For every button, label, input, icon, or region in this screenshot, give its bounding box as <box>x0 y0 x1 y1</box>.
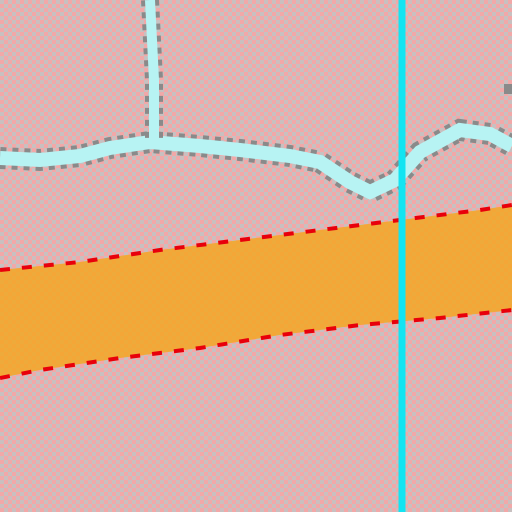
road-area[interactable] <box>0 205 512 378</box>
road-edge-bottom <box>0 308 512 380</box>
waterway-branch[interactable] <box>145 0 159 142</box>
road-edge-top <box>0 203 512 272</box>
map-marker <box>504 84 512 94</box>
waterway[interactable] <box>0 122 512 200</box>
